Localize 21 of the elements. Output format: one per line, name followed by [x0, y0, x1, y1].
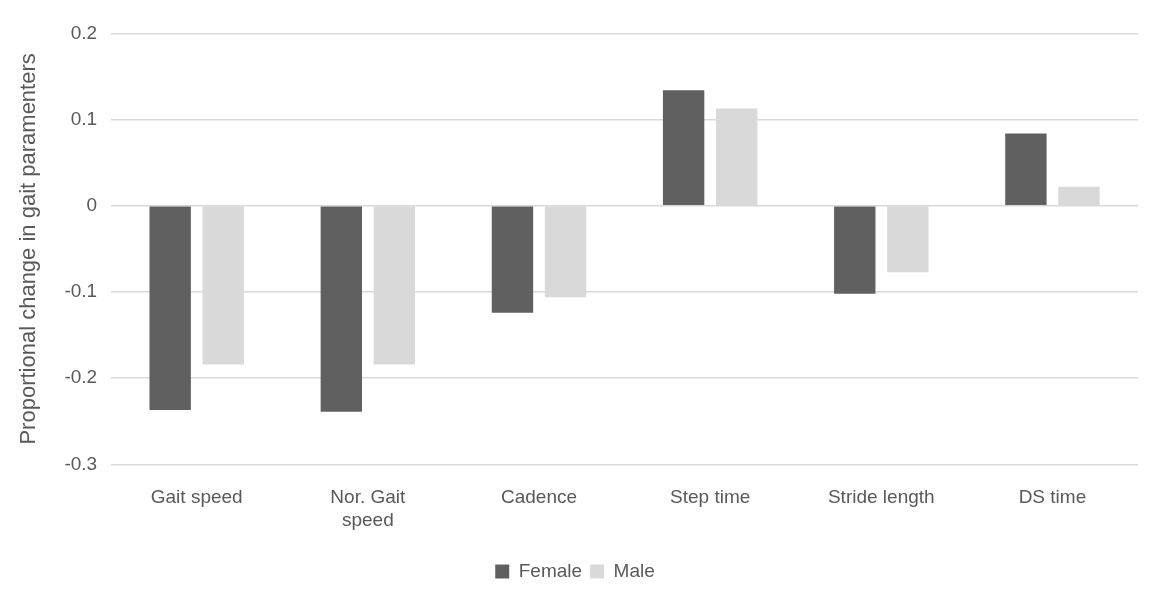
y-tick-label: -0.3	[64, 452, 98, 474]
y-tick-label: -0.2	[64, 366, 98, 388]
y-tick-label: 0	[86, 194, 98, 216]
bar	[149, 206, 191, 411]
y-tick-label: -0.1	[64, 280, 98, 302]
x-tick-label: Cadence	[500, 486, 578, 508]
legend-label: Male	[613, 559, 655, 581]
bar	[320, 206, 363, 412]
bar	[834, 206, 876, 294]
legend-label: Female	[518, 559, 583, 581]
x-tick-label: DS time	[1018, 486, 1087, 508]
bar	[491, 206, 534, 313]
bar	[1005, 133, 1047, 206]
bar	[662, 90, 705, 206]
x-tick-label: Gait speed	[150, 486, 243, 508]
y-tick-label: 0.1	[70, 107, 98, 129]
y-tick-label: 0.2	[70, 21, 98, 43]
x-tick-label: Stride length	[827, 486, 935, 508]
x-tick-label: Step time	[670, 486, 751, 508]
y-axis-title: Proportional change in gait paramenters	[15, 53, 41, 445]
x-tick-label: Nor. Gait speed	[330, 486, 407, 530]
